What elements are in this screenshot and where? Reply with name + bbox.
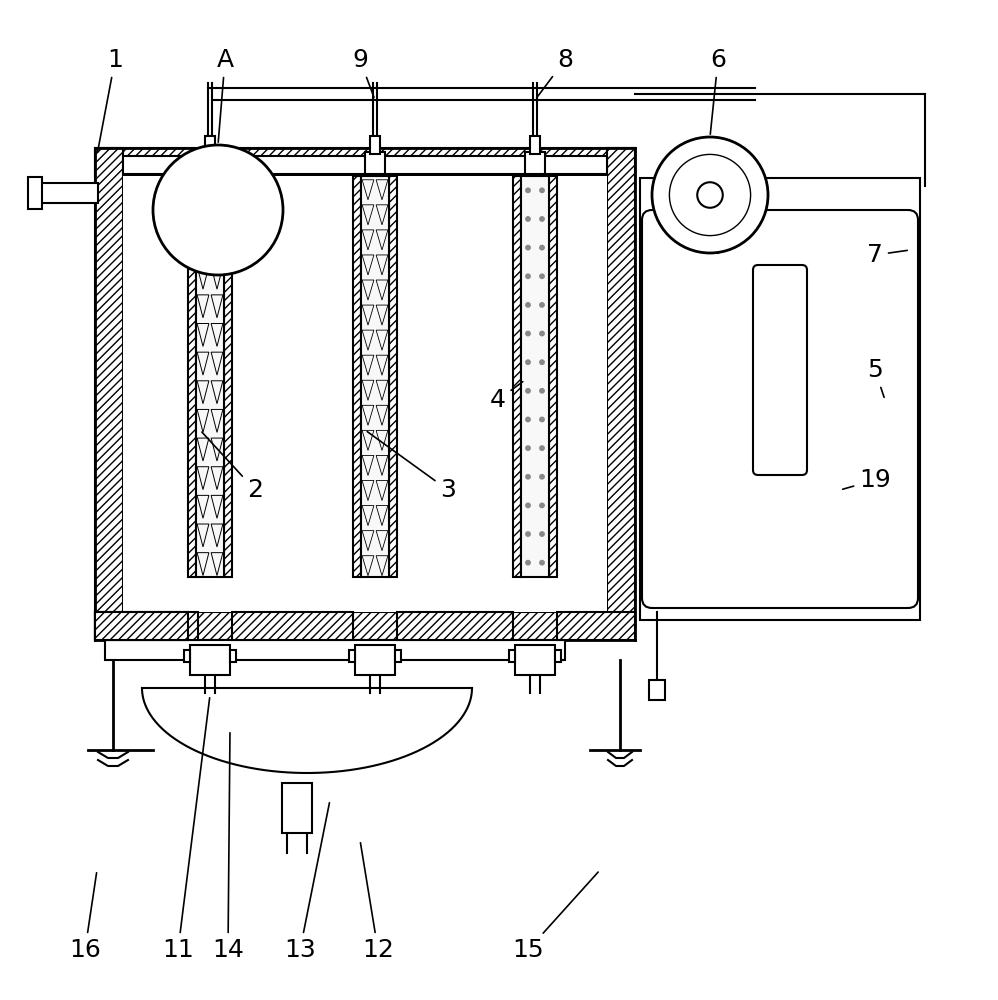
Bar	[40, 183, 98, 203]
Bar	[530, 136, 540, 154]
Bar	[353, 176, 361, 577]
Circle shape	[540, 245, 544, 250]
Bar	[230, 650, 236, 662]
Bar	[395, 650, 401, 662]
Circle shape	[526, 331, 530, 336]
Circle shape	[540, 331, 544, 336]
FancyBboxPatch shape	[642, 210, 918, 608]
Text: 3: 3	[367, 432, 456, 502]
Bar	[515, 645, 555, 675]
Bar	[232, 612, 353, 640]
Circle shape	[526, 360, 530, 364]
Circle shape	[526, 217, 530, 221]
Text: 14: 14	[212, 733, 244, 962]
Circle shape	[153, 145, 283, 275]
Circle shape	[526, 532, 530, 536]
Text: 19: 19	[842, 468, 891, 492]
Text: 6: 6	[710, 48, 726, 134]
Circle shape	[540, 503, 544, 508]
Bar	[95, 612, 198, 640]
Circle shape	[526, 303, 530, 307]
Bar	[95, 148, 123, 640]
Circle shape	[526, 503, 530, 508]
Text: 11: 11	[162, 698, 210, 962]
Bar	[355, 645, 395, 675]
Circle shape	[540, 532, 544, 536]
Bar	[349, 650, 355, 662]
Circle shape	[526, 188, 530, 193]
Bar	[557, 612, 635, 640]
Text: 12: 12	[360, 843, 394, 962]
Text: 7: 7	[867, 243, 907, 267]
Circle shape	[698, 182, 723, 208]
Bar	[521, 176, 549, 577]
Bar	[555, 650, 561, 662]
Bar	[672, 198, 717, 220]
Bar	[389, 176, 397, 577]
Bar	[123, 156, 607, 174]
Circle shape	[540, 217, 544, 221]
Bar	[205, 136, 215, 154]
Bar	[607, 148, 635, 640]
Bar	[196, 176, 224, 577]
Circle shape	[540, 274, 544, 278]
Circle shape	[652, 137, 768, 253]
Bar	[370, 136, 380, 154]
Bar	[365, 152, 385, 174]
Text: 9: 9	[352, 48, 374, 97]
Bar	[224, 176, 232, 577]
Text: A: A	[217, 48, 234, 142]
Bar	[640, 178, 920, 620]
Bar	[361, 176, 389, 577]
Bar	[28, 177, 42, 209]
Circle shape	[526, 446, 530, 450]
Circle shape	[526, 245, 530, 250]
Bar	[509, 650, 515, 662]
Bar	[549, 176, 557, 577]
Circle shape	[526, 274, 530, 278]
Text: 1: 1	[98, 48, 123, 152]
Bar	[184, 650, 190, 662]
Bar	[95, 612, 635, 640]
Circle shape	[526, 417, 530, 422]
Circle shape	[540, 417, 544, 422]
Circle shape	[540, 188, 544, 193]
Circle shape	[540, 475, 544, 479]
Bar	[200, 152, 220, 174]
Text: 13: 13	[284, 803, 329, 962]
Circle shape	[540, 446, 544, 450]
Bar	[95, 612, 188, 640]
Circle shape	[670, 154, 750, 236]
Circle shape	[526, 475, 530, 479]
Circle shape	[540, 360, 544, 364]
Text: 2: 2	[202, 432, 263, 502]
Bar	[123, 176, 607, 612]
Text: 8: 8	[537, 48, 573, 98]
Text: 16: 16	[69, 873, 101, 962]
Bar	[105, 640, 565, 660]
Bar	[649, 680, 665, 700]
FancyBboxPatch shape	[753, 265, 807, 475]
Circle shape	[526, 560, 530, 565]
Bar	[95, 148, 635, 176]
Bar	[190, 645, 230, 675]
Text: 15: 15	[512, 872, 598, 962]
Bar	[525, 152, 545, 174]
Text: 4: 4	[490, 382, 523, 412]
Circle shape	[540, 560, 544, 565]
Circle shape	[540, 389, 544, 393]
Bar	[513, 176, 521, 577]
Bar	[188, 176, 196, 577]
Circle shape	[540, 303, 544, 307]
Bar	[397, 612, 513, 640]
Text: 5: 5	[867, 358, 884, 397]
Bar	[282, 783, 312, 833]
Circle shape	[526, 389, 530, 393]
